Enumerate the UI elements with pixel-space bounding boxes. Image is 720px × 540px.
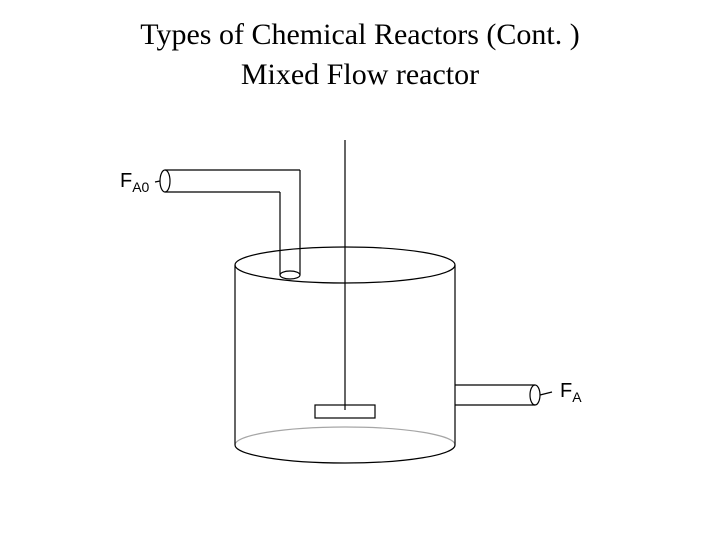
title-text-2: Mixed Flow reactor: [241, 58, 479, 91]
reactor-diagram: FA0 FA: [60, 110, 660, 530]
outlet-label: FA: [560, 380, 582, 405]
title-text-1: Types of Chemical Reactors (Cont. ): [140, 18, 579, 51]
title-line-2: Mixed Flow reactor: [0, 58, 720, 92]
inlet-label: FA0: [120, 170, 149, 195]
outlet-label-base: F: [560, 380, 572, 402]
title-line-1: Types of Chemical Reactors (Cont. ): [0, 18, 720, 52]
outlet-label-sub: A: [572, 389, 581, 405]
inlet-label-sub: A0: [132, 179, 149, 195]
reactor-svg: [60, 110, 660, 530]
inlet-label-base: F: [120, 170, 132, 192]
